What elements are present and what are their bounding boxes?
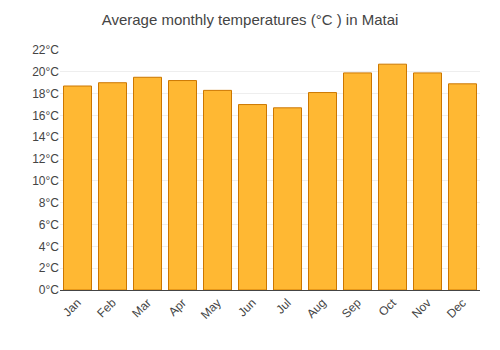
svg-text:18°C: 18°C bbox=[32, 87, 59, 101]
svg-text:Dec: Dec bbox=[444, 296, 469, 321]
svg-text:Feb: Feb bbox=[94, 296, 119, 321]
svg-text:Sep: Sep bbox=[339, 296, 364, 321]
svg-text:Average monthly temperatures (: Average monthly temperatures (°C ) in Ma… bbox=[102, 11, 399, 28]
svg-text:10°C: 10°C bbox=[32, 174, 59, 188]
svg-text:16°C: 16°C bbox=[32, 109, 59, 123]
svg-text:May: May bbox=[198, 296, 224, 322]
svg-text:Jul: Jul bbox=[273, 296, 294, 317]
svg-text:20°C: 20°C bbox=[32, 65, 59, 79]
svg-text:Apr: Apr bbox=[166, 296, 189, 319]
svg-text:4°C: 4°C bbox=[39, 240, 59, 254]
svg-text:Jan: Jan bbox=[60, 296, 84, 320]
svg-text:Aug: Aug bbox=[304, 296, 329, 321]
svg-text:14°C: 14°C bbox=[32, 130, 59, 144]
svg-text:Oct: Oct bbox=[376, 295, 400, 319]
svg-text:6°C: 6°C bbox=[39, 218, 59, 232]
svg-text:12°C: 12°C bbox=[32, 152, 59, 166]
svg-text:2°C: 2°C bbox=[39, 261, 59, 275]
svg-text:Nov: Nov bbox=[409, 296, 434, 321]
svg-text:0°C: 0°C bbox=[39, 283, 59, 297]
svg-text:Jun: Jun bbox=[235, 296, 259, 320]
svg-text:Mar: Mar bbox=[129, 296, 154, 321]
svg-text:8°C: 8°C bbox=[39, 196, 59, 210]
svg-text:22°C: 22°C bbox=[32, 43, 59, 57]
